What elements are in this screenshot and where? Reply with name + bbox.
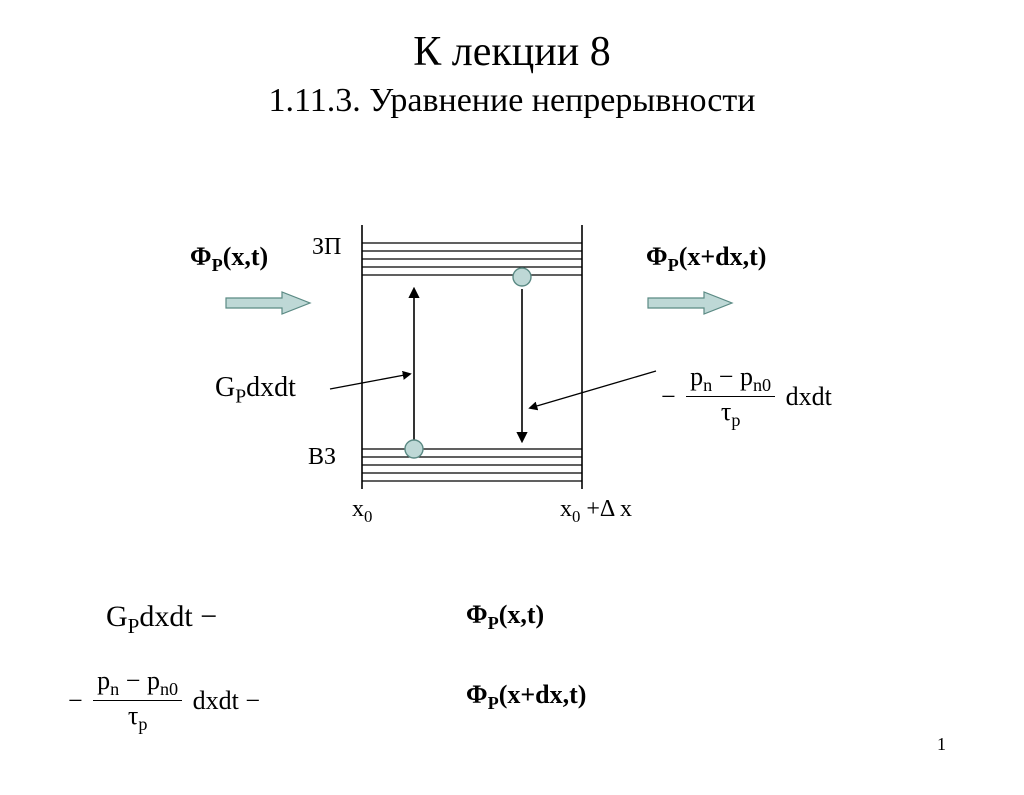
flux-arrow-left <box>224 290 312 316</box>
neg-sign: − <box>661 382 676 411</box>
minus: − <box>119 666 147 695</box>
x0dx-symbol: x <box>560 496 572 522</box>
g-sub: P <box>235 387 246 408</box>
tau-sub: p <box>731 411 740 431</box>
tau: τ <box>721 397 731 426</box>
pn-sub: n <box>110 679 119 699</box>
label-phi-xdx-t-2: ΦP(x+dx,t) <box>466 680 586 714</box>
phi-symbol: Φ <box>190 242 212 271</box>
label-generation: GPdxdt <box>215 372 296 409</box>
band-diagram <box>342 213 602 493</box>
recomb-tail: dxdt <box>786 382 832 411</box>
label-phi-right: ΦP(x+dx,t) <box>646 242 766 276</box>
label-phi-left: ΦP(x,t) <box>190 242 268 276</box>
recomb-fraction-2: pn − pn0 τp <box>93 668 182 734</box>
neg-sign: − <box>68 686 83 715</box>
phi-args: (x,t) <box>499 600 544 629</box>
phi-args: (x+dx,t) <box>679 242 767 271</box>
pn0: p <box>740 362 753 391</box>
pn0-sub: n0 <box>753 375 771 395</box>
g-sub: P <box>128 614 140 638</box>
minus: − <box>712 362 740 391</box>
page-number: 1 <box>937 734 946 755</box>
flux-arrow-right <box>646 290 734 316</box>
label-conduction-band: ЗП <box>312 234 341 261</box>
pn-sub: n <box>703 375 712 395</box>
phi-sub: P <box>488 613 499 633</box>
page-title: К лекции 8 <box>0 28 1024 76</box>
label-recombination: − pn − pn0 τp dxdt <box>661 364 832 430</box>
equation-recombination-term: − pn − pn0 τp dxdt − <box>68 668 260 734</box>
page-subtitle: 1.11.3. Уравнение непрерывности <box>0 82 1024 120</box>
eq2-tail: dxdt − <box>193 686 260 715</box>
label-valence-band: ВЗ <box>308 444 336 471</box>
x0dx-delta: +Δ x <box>580 496 632 522</box>
pn0-sub: n0 <box>160 679 178 699</box>
x0-symbol: x <box>352 496 364 522</box>
phi-symbol: Φ <box>466 680 488 709</box>
tau-sub: p <box>138 715 147 735</box>
tau: τ <box>128 701 138 730</box>
phi-symbol: Φ <box>646 242 668 271</box>
phi-args: (x,t) <box>223 242 268 271</box>
recomb-fraction: pn − pn0 τp <box>686 364 775 430</box>
x0-sub: 0 <box>364 507 372 526</box>
g-tail: dxdt <box>246 372 296 403</box>
pn: p <box>690 362 703 391</box>
pn: p <box>97 666 110 695</box>
g-symbol: G <box>215 372 235 403</box>
g-symbol: G <box>106 600 128 633</box>
label-x0: x0 <box>352 496 372 527</box>
label-x0-dx: x0 +Δ x <box>560 496 632 527</box>
label-phi-x-t-2: ΦP(x,t) <box>466 600 544 634</box>
phi-args: (x+dx,t) <box>499 680 587 709</box>
pn0: p <box>147 666 160 695</box>
phi-sub: P <box>212 255 223 275</box>
phi-sub: P <box>488 693 499 713</box>
phi-symbol: Φ <box>466 600 488 629</box>
equation-generation-term: GPdxdt − <box>106 600 217 639</box>
phi-sub: P <box>668 255 679 275</box>
g-tail: dxdt − <box>139 600 217 633</box>
